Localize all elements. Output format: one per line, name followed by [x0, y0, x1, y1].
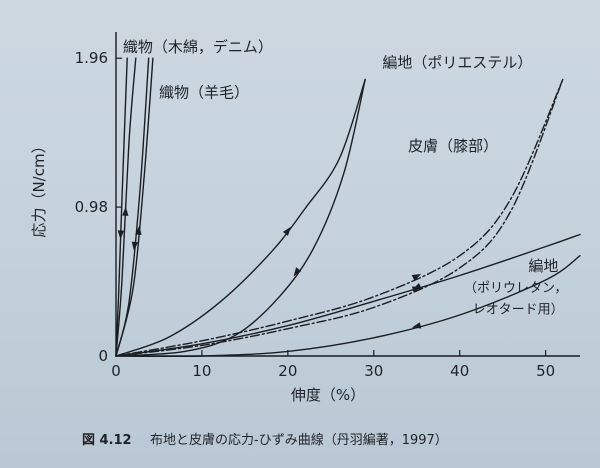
curve-annotations: 織物（木綿，デニム） 織物（羊毛） 編地（ポリエステル） 皮膚（膝部） 編地 （ポリウレタ… — [123, 38, 567, 317]
direction-arrow — [122, 206, 129, 216]
direction-arrow — [131, 241, 139, 251]
curve-loading — [115, 233, 581, 357]
series-cotton-denim — [115, 57, 137, 357]
curve-loading — [115, 78, 564, 357]
curve-annotation: （ポリウレタン， — [464, 281, 567, 296]
curve-annotation: 編地 — [528, 257, 558, 275]
direction-arrow — [411, 322, 422, 329]
axis-ticks: 0 10 20 30 40 50 0 0.98 1.96 — [75, 49, 556, 380]
direction-arrow — [411, 274, 422, 281]
curve-loading — [115, 78, 366, 357]
y-tick-label: 0.98 — [75, 198, 108, 216]
curve-annotation: 皮膚（膝部） — [408, 137, 498, 155]
x-tick-label: 50 — [536, 362, 555, 380]
x-tick-label: 30 — [364, 362, 383, 380]
series-polyurethane-knit — [115, 233, 581, 358]
curve-unloading — [115, 78, 366, 357]
curve-unloading — [115, 57, 128, 357]
direction-arrow — [411, 286, 422, 293]
direction-arrow — [117, 230, 125, 240]
figure-caption: 図 4.12 布地と皮膚の応力-ひずみ曲線（丹羽編著，1997） — [82, 432, 448, 448]
x-tick-label: 10 — [192, 362, 211, 380]
curves — [115, 57, 581, 358]
figure-caption-number: 図 4.12 — [82, 433, 132, 448]
y-tick-label: 0 — [98, 347, 108, 365]
curve-unloading — [115, 57, 150, 357]
series-wool — [115, 57, 154, 357]
curve-annotation: 織物（木綿，デニム） — [123, 38, 273, 56]
figure-caption-text: 布地と皮膚の応力-ひずみ曲線（丹羽編著，1997） — [150, 432, 448, 448]
curve-unloading — [115, 78, 564, 357]
x-tick-label: 20 — [278, 362, 297, 380]
y-axis-title: 応力（N/cm） — [30, 138, 48, 237]
curve-loading — [115, 57, 137, 357]
series-polyester-knit — [115, 78, 366, 357]
direction-arrow — [293, 267, 302, 277]
y-tick-label: 1.96 — [75, 49, 108, 67]
curve-unloading — [115, 255, 581, 358]
x-tick-label: 40 — [450, 362, 469, 380]
curve-annotation: レオタード用） — [473, 303, 564, 318]
curve-annotation: 織物（羊毛） — [159, 84, 249, 102]
x-axis-title: 伸度（%） — [291, 386, 365, 404]
curve-annotation: 編地（ポリエステル） — [382, 53, 532, 71]
direction-arrow — [282, 226, 291, 236]
x-tick-label: 0 — [111, 362, 121, 380]
